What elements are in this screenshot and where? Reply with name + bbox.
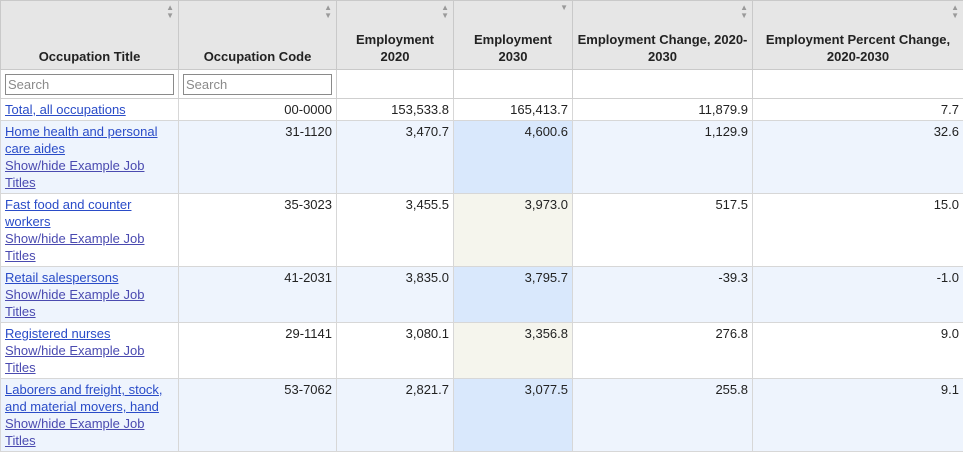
occupation-code-cell: 53-7062 xyxy=(178,378,337,452)
col-employment-2020[interactable]: ▲ ▼ Employment 2020 xyxy=(336,0,454,70)
percent-change-cell: -1.0 xyxy=(752,266,963,323)
col-label: Occupation Title xyxy=(38,49,141,64)
col-employment-2030[interactable]: ▼ Employment 2030 xyxy=(453,0,573,70)
occupation-code-cell: 31-1120 xyxy=(178,120,337,194)
occupation-title-cell: Total, all occupations xyxy=(0,98,179,121)
table-row: Fast food and counter workers Show/hide E… xyxy=(0,193,963,267)
table-row: Retail salespersons Show/hide Example Job… xyxy=(0,266,963,323)
percent-change-cell: 9.0 xyxy=(752,322,963,379)
occupation-title-cell: Retail salespersons Show/hide Example Job… xyxy=(0,266,179,323)
filter-cell xyxy=(336,69,454,99)
col-employment-percent-change[interactable]: ▲ ▼ Employment Percent Change, 2020-2030 xyxy=(752,0,963,70)
col-label: Employment 2030 xyxy=(473,32,552,64)
sort-icon: ▲ ▼ xyxy=(166,3,174,20)
show-hide-example-titles-link[interactable]: Show/hide Example Job Titles xyxy=(5,287,145,319)
employment-2030-cell: 4,600.6 xyxy=(453,120,573,194)
show-hide-example-titles-link[interactable]: Show/hide Example Job Titles xyxy=(5,158,145,190)
occupation-link[interactable]: Fast food and counter workers xyxy=(5,197,132,229)
employment-2020-cell: 3,080.1 xyxy=(336,322,454,379)
occupation-code-cell: 41-2031 xyxy=(178,266,337,323)
employment-2030-cell: 3,795.7 xyxy=(453,266,573,323)
employment-change-cell: 276.8 xyxy=(572,322,753,379)
employment-2020-cell: 3,455.5 xyxy=(336,193,454,267)
sort-icon: ▲ ▼ xyxy=(441,3,449,20)
occupation-link[interactable]: Laborers and freight, stock, and materia… xyxy=(5,382,163,414)
sort-desc-icon: ▼ xyxy=(560,3,568,12)
percent-change-cell: 15.0 xyxy=(752,193,963,267)
employment-2020-cell: 3,470.7 xyxy=(336,120,454,194)
occupation-link[interactable]: Registered nurses xyxy=(5,326,111,341)
show-hide-example-titles-link[interactable]: Show/hide Example Job Titles xyxy=(5,343,145,375)
filter-cell xyxy=(752,69,963,99)
sort-icon: ▲ ▼ xyxy=(324,3,332,20)
col-label: Occupation Code xyxy=(203,49,312,64)
occupation-code-cell: 35-3023 xyxy=(178,193,337,267)
employment-2020-cell: 153,533.8 xyxy=(336,98,454,121)
filter-cell xyxy=(178,69,337,99)
occupation-link[interactable]: Home health and personal care aides xyxy=(5,124,158,156)
col-label: Employment Change, 2020-2030 xyxy=(577,32,748,64)
col-label: Employment 2020 xyxy=(355,32,434,64)
table-row: Registered nurses Show/hide Example Job T… xyxy=(0,322,963,379)
occupation-code-cell: 00-0000 xyxy=(178,98,337,121)
filter-cell xyxy=(0,69,179,99)
percent-change-cell: 9.1 xyxy=(752,378,963,452)
employment-change-cell: 517.5 xyxy=(572,193,753,267)
col-occupation-title[interactable]: ▲ ▼ Occupation Title xyxy=(0,0,179,70)
employment-change-cell: 11,879.9 xyxy=(572,98,753,121)
employment-change-cell: -39.3 xyxy=(572,266,753,323)
show-hide-example-titles-link[interactable]: Show/hide Example Job Titles xyxy=(5,416,145,448)
code-search-input[interactable] xyxy=(183,73,332,95)
table-row: Total, all occupations 00-0000 153,533.8… xyxy=(0,98,963,121)
show-hide-example-titles-link[interactable]: Show/hide Example Job Titles xyxy=(5,231,145,263)
percent-change-cell: 32.6 xyxy=(752,120,963,194)
filter-cell xyxy=(453,69,573,99)
employment-change-cell: 1,129.9 xyxy=(572,120,753,194)
table-row: Home health and personal care aides Show/… xyxy=(0,120,963,194)
col-label: Employment Percent Change, 2020-2030 xyxy=(765,32,951,64)
sort-icon: ▲ ▼ xyxy=(740,3,748,20)
occupation-title-cell: Home health and personal care aides Show/… xyxy=(0,120,179,194)
percent-change-cell: 7.7 xyxy=(752,98,963,121)
col-employment-change[interactable]: ▲ ▼ Employment Change, 2020-2030 xyxy=(572,0,753,70)
sort-icon: ▲ ▼ xyxy=(951,3,959,20)
title-search-input[interactable] xyxy=(5,73,174,95)
employment-2030-cell: 3,973.0 xyxy=(453,193,573,267)
employment-2030-cell: 3,077.5 xyxy=(453,378,573,452)
occupation-title-cell: Laborers and freight, stock, and materia… xyxy=(0,378,179,452)
table-row: Laborers and freight, stock, and materia… xyxy=(0,378,963,452)
employment-change-cell: 255.8 xyxy=(572,378,753,452)
employment-2030-cell: 165,413.7 xyxy=(453,98,573,121)
col-occupation-code[interactable]: ▲ ▼ Occupation Code xyxy=(178,0,337,70)
occupation-link[interactable]: Total, all occupations xyxy=(5,102,126,117)
employment-2030-cell: 3,356.8 xyxy=(453,322,573,379)
occupation-link[interactable]: Retail salespersons xyxy=(5,270,119,285)
occupation-code-cell: 29-1141 xyxy=(178,322,337,379)
occupation-title-cell: Registered nurses Show/hide Example Job T… xyxy=(0,322,179,379)
employment-2020-cell: 3,835.0 xyxy=(336,266,454,323)
employment-2020-cell: 2,821.7 xyxy=(336,378,454,452)
filter-cell xyxy=(572,69,753,99)
occupation-title-cell: Fast food and counter workers Show/hide E… xyxy=(0,193,179,267)
